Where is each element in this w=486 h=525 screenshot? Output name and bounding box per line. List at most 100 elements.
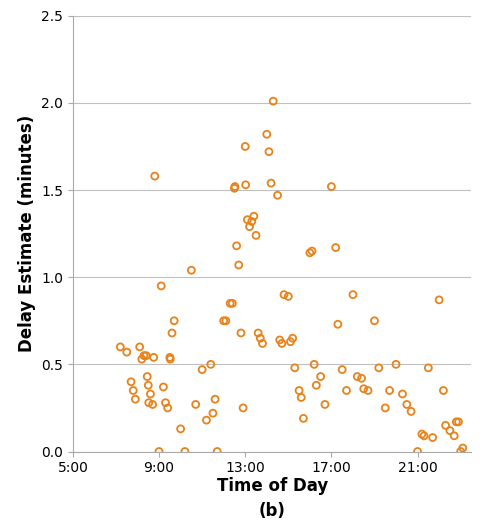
Point: [164, 404, 172, 412]
Point: [291, 364, 299, 372]
Point: [308, 247, 316, 255]
Point: [274, 191, 281, 200]
Point: [306, 249, 314, 257]
Point: [233, 242, 241, 250]
Point: [209, 409, 217, 417]
Point: [147, 390, 155, 398]
Point: [349, 290, 357, 299]
Point: [231, 182, 239, 191]
Point: [269, 97, 277, 106]
Point: [140, 351, 148, 360]
Point: [265, 148, 273, 156]
Point: [142, 351, 150, 360]
Point: [132, 395, 139, 403]
Point: [188, 266, 195, 275]
Point: [226, 299, 234, 308]
Point: [245, 223, 253, 231]
Point: [181, 447, 189, 456]
Point: [168, 329, 176, 337]
Point: [295, 386, 303, 395]
Point: [127, 377, 135, 386]
Point: [424, 364, 432, 372]
Point: [284, 292, 292, 301]
Point: [442, 421, 450, 429]
Point: [418, 430, 426, 438]
Point: [228, 299, 236, 308]
Point: [263, 130, 271, 139]
Point: [123, 348, 131, 356]
Point: [159, 383, 167, 391]
Point: [414, 447, 421, 456]
Point: [276, 336, 284, 344]
Point: [166, 355, 174, 363]
Point: [407, 407, 415, 416]
Point: [138, 355, 146, 363]
Point: [242, 181, 249, 189]
Point: [287, 338, 295, 346]
Point: [145, 398, 153, 407]
Point: [328, 182, 335, 191]
Point: [157, 282, 165, 290]
Point: [332, 244, 340, 252]
Point: [289, 334, 296, 342]
Point: [243, 215, 251, 224]
Point: [230, 184, 238, 193]
Point: [129, 386, 137, 395]
Point: [334, 320, 342, 329]
Point: [211, 395, 219, 403]
Point: [358, 374, 365, 383]
Point: [207, 360, 215, 369]
Point: [213, 447, 221, 456]
Point: [371, 317, 379, 325]
Point: [452, 418, 460, 426]
Point: [220, 317, 227, 325]
Point: [360, 384, 367, 393]
Point: [446, 426, 454, 435]
Point: [239, 404, 247, 412]
X-axis label: Time of Day: Time of Day: [217, 477, 328, 495]
Point: [259, 339, 266, 348]
Point: [399, 390, 406, 398]
Point: [386, 386, 394, 395]
Point: [203, 416, 210, 424]
Point: [235, 261, 243, 269]
Point: [254, 329, 262, 337]
Point: [280, 290, 288, 299]
Point: [454, 418, 462, 426]
Point: [250, 212, 258, 220]
Y-axis label: Delay Estimate (minutes): Delay Estimate (minutes): [17, 115, 35, 352]
Point: [310, 360, 318, 369]
Point: [459, 444, 467, 452]
Point: [248, 217, 256, 226]
Point: [267, 179, 275, 187]
Point: [439, 386, 447, 395]
Point: [198, 365, 206, 374]
Point: [155, 447, 163, 456]
Point: [177, 425, 185, 433]
Point: [343, 386, 350, 395]
Point: [403, 400, 411, 408]
Point: [321, 400, 329, 408]
Point: [136, 343, 143, 351]
Point: [192, 400, 200, 408]
Point: [166, 353, 174, 362]
Point: [457, 447, 465, 456]
Point: [257, 334, 264, 342]
Point: [252, 231, 260, 239]
Point: [312, 381, 320, 390]
Point: [144, 381, 152, 390]
Point: [237, 329, 245, 337]
Point: [392, 360, 400, 369]
Point: [353, 372, 361, 381]
Point: [382, 404, 389, 412]
Point: [435, 296, 443, 304]
Point: [375, 364, 382, 372]
Point: [299, 414, 307, 423]
Point: [149, 400, 156, 408]
Point: [117, 343, 124, 351]
Point: [420, 432, 428, 440]
Point: [364, 386, 372, 395]
Point: [151, 172, 158, 180]
Point: [150, 353, 157, 362]
Point: [451, 432, 458, 440]
